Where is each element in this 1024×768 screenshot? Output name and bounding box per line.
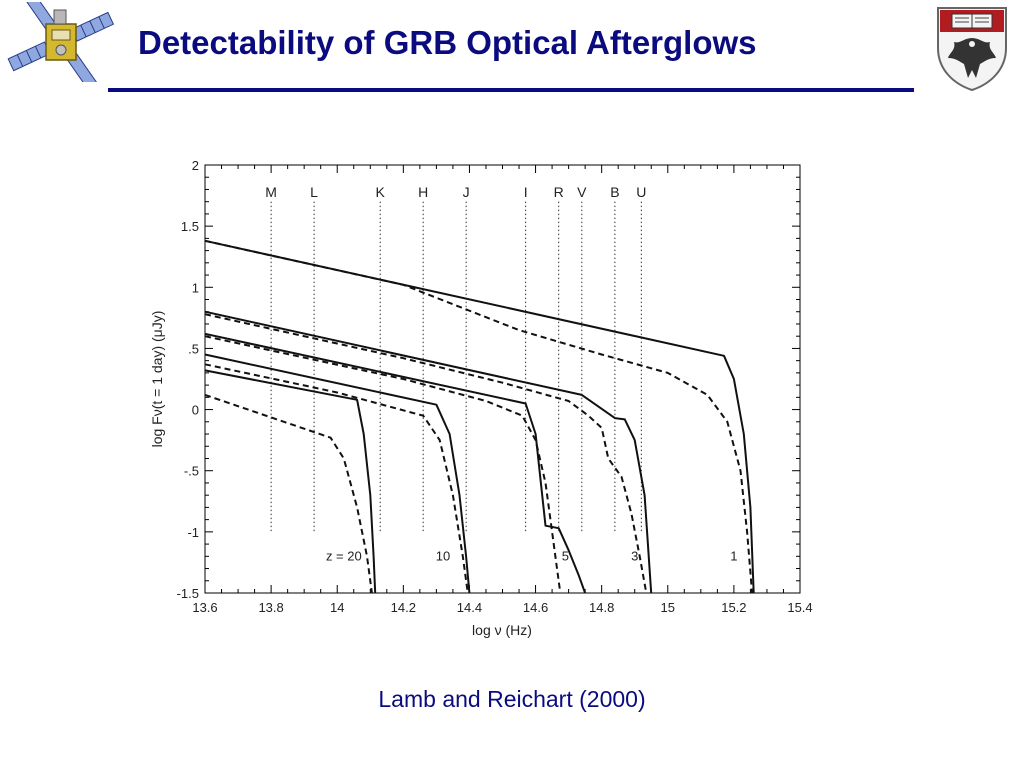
solid-curve (205, 312, 651, 593)
x-tick-label: 13.8 (258, 600, 283, 615)
band-label: J (463, 184, 470, 200)
solid-curve (205, 334, 585, 593)
y-tick-label: .5 (188, 341, 199, 356)
redshift-label: z = 20 (326, 548, 362, 563)
solid-curve (205, 241, 754, 593)
x-tick-label: 15.4 (787, 600, 812, 615)
title-rule (108, 88, 914, 92)
figure-caption: Lamb and Reichart (2000) (0, 686, 1024, 713)
redshift-label: 3 (631, 548, 638, 563)
university-crest-icon (934, 4, 1010, 92)
satellite-logo-icon (2, 2, 120, 82)
redshift-label: 5 (562, 548, 569, 563)
band-label: B (610, 184, 619, 200)
dashed-curve (205, 314, 646, 593)
x-tick-label: 15.2 (721, 600, 746, 615)
dashed-curve (205, 241, 752, 593)
x-tick-label: 14.4 (457, 600, 482, 615)
y-tick-label: 1.5 (181, 219, 199, 234)
x-tick-label: 14.8 (589, 600, 614, 615)
y-tick-label: 0 (192, 403, 199, 418)
x-tick-label: 13.6 (192, 600, 217, 615)
x-axis-label: log ν (Hz) (472, 622, 532, 638)
y-tick-label: 2 (192, 158, 199, 173)
band-label: R (554, 184, 564, 200)
band-label: I (524, 184, 528, 200)
y-tick-label: 1 (192, 280, 199, 295)
band-label: K (376, 184, 386, 200)
band-label: H (418, 184, 428, 200)
redshift-label: 1 (730, 548, 737, 563)
band-label: L (310, 184, 318, 200)
plot-frame (205, 165, 800, 593)
y-tick-label: -1 (187, 525, 199, 540)
band-label: M (265, 184, 277, 200)
y-axis-label: log Fν(t = 1 day) (μJy) (149, 311, 165, 448)
band-label: V (577, 184, 587, 200)
x-tick-label: 14 (330, 600, 344, 615)
band-label: U (636, 184, 646, 200)
x-tick-label: 15 (661, 600, 675, 615)
slide-title: Detectability of GRB Optical Afterglows (138, 24, 757, 62)
x-tick-label: 14.6 (523, 600, 548, 615)
afterglow-chart: 13.6 13.8 14 14.2 14.4 14.6 14.8 15 15.2 15.4 -1.5… (140, 150, 860, 660)
redshift-label: 10 (436, 548, 450, 563)
y-tick-label: -.5 (184, 464, 199, 479)
y-tick-label: -1.5 (177, 586, 199, 601)
x-tick-label: 14.2 (391, 600, 416, 615)
